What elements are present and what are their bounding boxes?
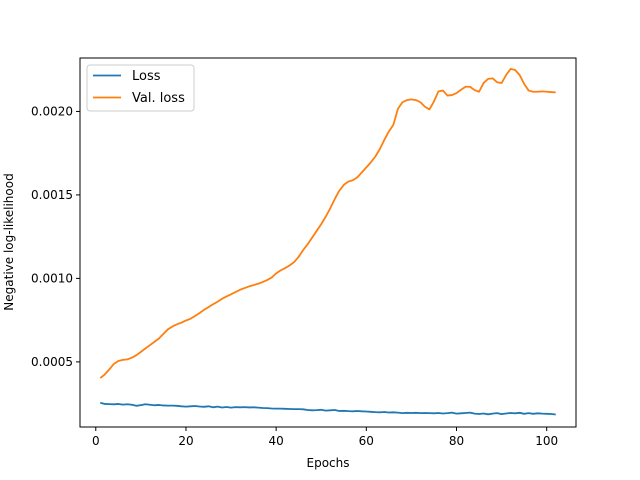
series-line-loss bbox=[100, 401, 556, 416]
x-tick-label: 80 bbox=[449, 434, 464, 448]
y-tick-label: 0.0005 bbox=[31, 355, 73, 369]
series-layer bbox=[99, 67, 556, 416]
series-line-val-loss bbox=[99, 67, 556, 379]
x-tick-label: 40 bbox=[269, 434, 284, 448]
legend: Loss Val. loss bbox=[86, 64, 195, 112]
y-axis: 0.0005 0.0010 0.0015 0.0020 bbox=[31, 104, 80, 369]
x-tick-label: 100 bbox=[535, 434, 558, 448]
x-tick-label: 0 bbox=[92, 434, 100, 448]
y-tick-label: 0.0010 bbox=[31, 271, 73, 285]
plot-frame bbox=[79, 57, 577, 428]
y-tick-label: 0.0020 bbox=[31, 104, 73, 118]
x-tick-label: 60 bbox=[359, 434, 374, 448]
y-tick-label: 0.0015 bbox=[31, 188, 73, 202]
x-tick-label: 20 bbox=[178, 434, 193, 448]
legend-label-loss: Loss bbox=[132, 69, 161, 84]
legend-box bbox=[86, 64, 195, 112]
y-axis-label: Negative log-likelihood bbox=[2, 173, 16, 310]
legend-label-val-loss: Val. loss bbox=[132, 91, 185, 106]
x-axis: 0 20 40 60 80 100 bbox=[92, 427, 558, 448]
x-axis-label: Epochs bbox=[307, 456, 350, 470]
